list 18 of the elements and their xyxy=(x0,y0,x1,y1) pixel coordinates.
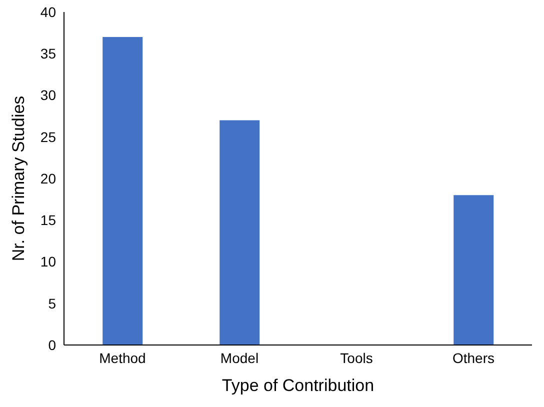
bar xyxy=(102,36,143,345)
bar xyxy=(454,195,494,345)
x-tick-label: Method xyxy=(99,350,146,366)
y-tick-label: 40 xyxy=(40,4,56,20)
y-axis-title: Nr. of Primary Studies xyxy=(9,96,28,262)
y-tick-label: 10 xyxy=(40,254,56,270)
y-tick-label: 15 xyxy=(40,212,56,228)
bar xyxy=(220,120,260,345)
y-tick-label: 0 xyxy=(48,336,56,353)
y-tick-label: 20 xyxy=(40,170,56,186)
x-tick-label: Others xyxy=(452,350,495,366)
x-tick-label: Model xyxy=(220,350,259,366)
y-tick-label: 25 xyxy=(40,128,56,145)
x-tick-label: Tools xyxy=(340,350,373,366)
y-tick-label: 35 xyxy=(40,46,56,62)
y-tick-label: 5 xyxy=(48,295,56,312)
y-tick-label: 30 xyxy=(40,87,56,104)
x-axis-title: Type of Contribution xyxy=(222,376,374,395)
